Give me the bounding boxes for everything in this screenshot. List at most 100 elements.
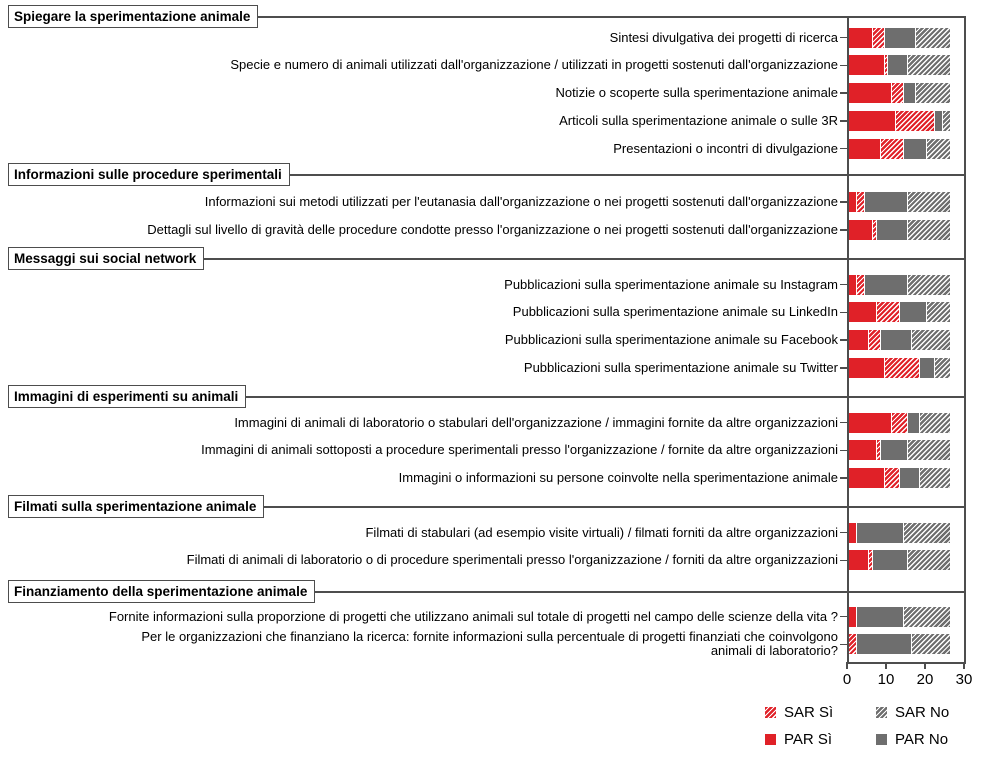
- bar-segment-sar-no: [906, 55, 950, 76]
- bar-segment-par-si: [848, 468, 884, 489]
- sar-si-hatched-swatch-icon: [765, 706, 776, 718]
- row-axis-tick: [840, 643, 847, 646]
- bar-segment-par-si: [848, 302, 876, 323]
- legend-label-sar-no: SAR No: [895, 703, 950, 721]
- plot-right-border: [964, 16, 966, 664]
- category-header: Messaggi sui social network: [8, 247, 205, 270]
- legend-item-par-no: PAR No: [876, 730, 948, 748]
- bar-segment-sar-no: [942, 110, 950, 131]
- bar-segment-par-si: [848, 440, 876, 461]
- bar-segment-sar-no: [906, 440, 950, 461]
- bar-segment-par-si: [848, 192, 857, 212]
- bar-segment-par-si: [848, 219, 872, 240]
- row-label: Per le organizzazioni che finanziano la …: [141, 629, 838, 659]
- bar: [848, 440, 950, 461]
- bar-segment-par-no: [879, 330, 911, 351]
- bar-segment-sar-si: [883, 357, 919, 378]
- category-separator-line: [8, 174, 966, 176]
- row-label: Presentazioni o incontri di divulgazione: [613, 140, 838, 156]
- x-axis-tick-label: 0: [842, 671, 852, 688]
- row-axis-tick: [840, 311, 847, 314]
- row-label: Articoli sulla sperimentazione animale o…: [559, 112, 838, 128]
- bar-segment-par-no: [856, 522, 904, 543]
- bar-segment-par-si: [848, 606, 857, 627]
- row-axis-tick: [840, 559, 847, 562]
- row-axis-tick: [840, 36, 847, 39]
- bar-segment-par-no: [887, 55, 907, 76]
- par-no-solid-swatch-icon: [876, 733, 887, 745]
- x-axis-tick-label: 20: [916, 671, 934, 688]
- row-axis-tick: [840, 201, 847, 203]
- bar-segment-par-no: [903, 83, 915, 104]
- row-axis-tick: [840, 120, 847, 122]
- row-label: Sintesi divulgativa dei progetti di rice…: [609, 29, 838, 45]
- legend-label-sar-si: SAR Sì: [784, 703, 834, 721]
- bar-segment-sar-si: [856, 274, 865, 295]
- legend-label-par-si: PAR Sì: [784, 730, 833, 748]
- bar-segment-sar-no: [910, 330, 950, 351]
- bar-segment-par-si: [848, 27, 872, 48]
- bar: [848, 606, 950, 627]
- category-separator-line: [8, 506, 966, 508]
- x-axis-line: [847, 662, 966, 664]
- bar-segment-sar-si: [871, 27, 884, 48]
- row-label: Immagini o informazioni su persone coinv…: [398, 470, 838, 486]
- category-separator-line: [8, 258, 966, 260]
- bar: [848, 219, 950, 240]
- category-header: Spiegare la sperimentazione animale: [8, 5, 259, 28]
- x-axis-tick-label: 10: [877, 671, 895, 688]
- x-axis-tick-label: 30: [955, 671, 973, 688]
- row-axis-tick: [840, 367, 847, 369]
- bar-segment-par-no: [856, 606, 904, 627]
- bar-segment-sar-si: [875, 302, 900, 323]
- bar-segment-par-no: [899, 302, 927, 323]
- bar-segment-sar-si: [848, 634, 857, 655]
- row-label: Filmati di stabulari (ad esempio visite …: [365, 524, 838, 540]
- bar: [848, 468, 950, 489]
- bar-segment-sar-no: [926, 302, 950, 323]
- legend-item-par-si: PAR Sì: [765, 730, 832, 748]
- row-label: Immagini di animali di laboratorio o sta…: [234, 414, 838, 430]
- row-label: Fornite informazioni sulla proporzione d…: [108, 608, 838, 624]
- row-label: Pubblicazioni sulla sperimentazione anim…: [504, 276, 838, 292]
- y-axis-line: [847, 16, 849, 662]
- bar: [848, 412, 950, 433]
- category-header: Informazioni sulle procedure sperimental…: [8, 163, 290, 186]
- category-separator-line: [8, 16, 966, 18]
- bar-segment-sar-no: [906, 219, 950, 240]
- bar-segment-sar-si: [879, 138, 904, 159]
- bar-segment-par-no: [918, 357, 935, 378]
- row-axis-tick: [840, 64, 847, 67]
- x-axis-tick: [924, 662, 926, 669]
- bar-segment-par-si: [848, 83, 892, 104]
- bar-segment-par-no: [883, 27, 915, 48]
- bar-segment-sar-no: [914, 27, 950, 48]
- bar-segment-par-si: [848, 274, 857, 295]
- bar-segment-sar-si: [868, 550, 872, 571]
- category-header: Filmati sulla sperimentazione animale: [8, 495, 265, 518]
- row-label: Immagini di animali sottoposti a procedu…: [201, 442, 838, 458]
- bar-segment-sar-no: [918, 468, 950, 489]
- bar-segment-par-no: [864, 274, 907, 295]
- bar-segment-sar-no: [906, 550, 950, 571]
- row-axis-tick: [840, 283, 847, 286]
- bar-segment-par-no: [906, 412, 919, 433]
- bar-segment-par-si: [848, 550, 868, 571]
- bar-segment-par-si: [848, 357, 884, 378]
- row-axis-tick: [840, 421, 847, 424]
- bar-segment-par-no: [875, 219, 907, 240]
- bar-segment-par-si: [848, 522, 857, 543]
- bar: [848, 274, 950, 295]
- bar-segment-sar-no: [918, 412, 950, 433]
- sar-no-hatched-swatch-icon: [876, 706, 887, 718]
- bar-segment-sar-si: [871, 219, 876, 240]
- bar-segment-sar-no: [926, 138, 950, 159]
- bar-segment-sar-no: [903, 522, 950, 543]
- legend-label-par-no: PAR No: [895, 730, 949, 748]
- bar-segment-par-no: [856, 634, 911, 655]
- category-header: Finanziamento della sperimentazione anim…: [8, 580, 316, 603]
- bar-segment-par-no: [864, 192, 907, 212]
- row-label: Specie e numero di animali utilizzati da…: [230, 57, 838, 73]
- bar-segment-par-no: [903, 138, 927, 159]
